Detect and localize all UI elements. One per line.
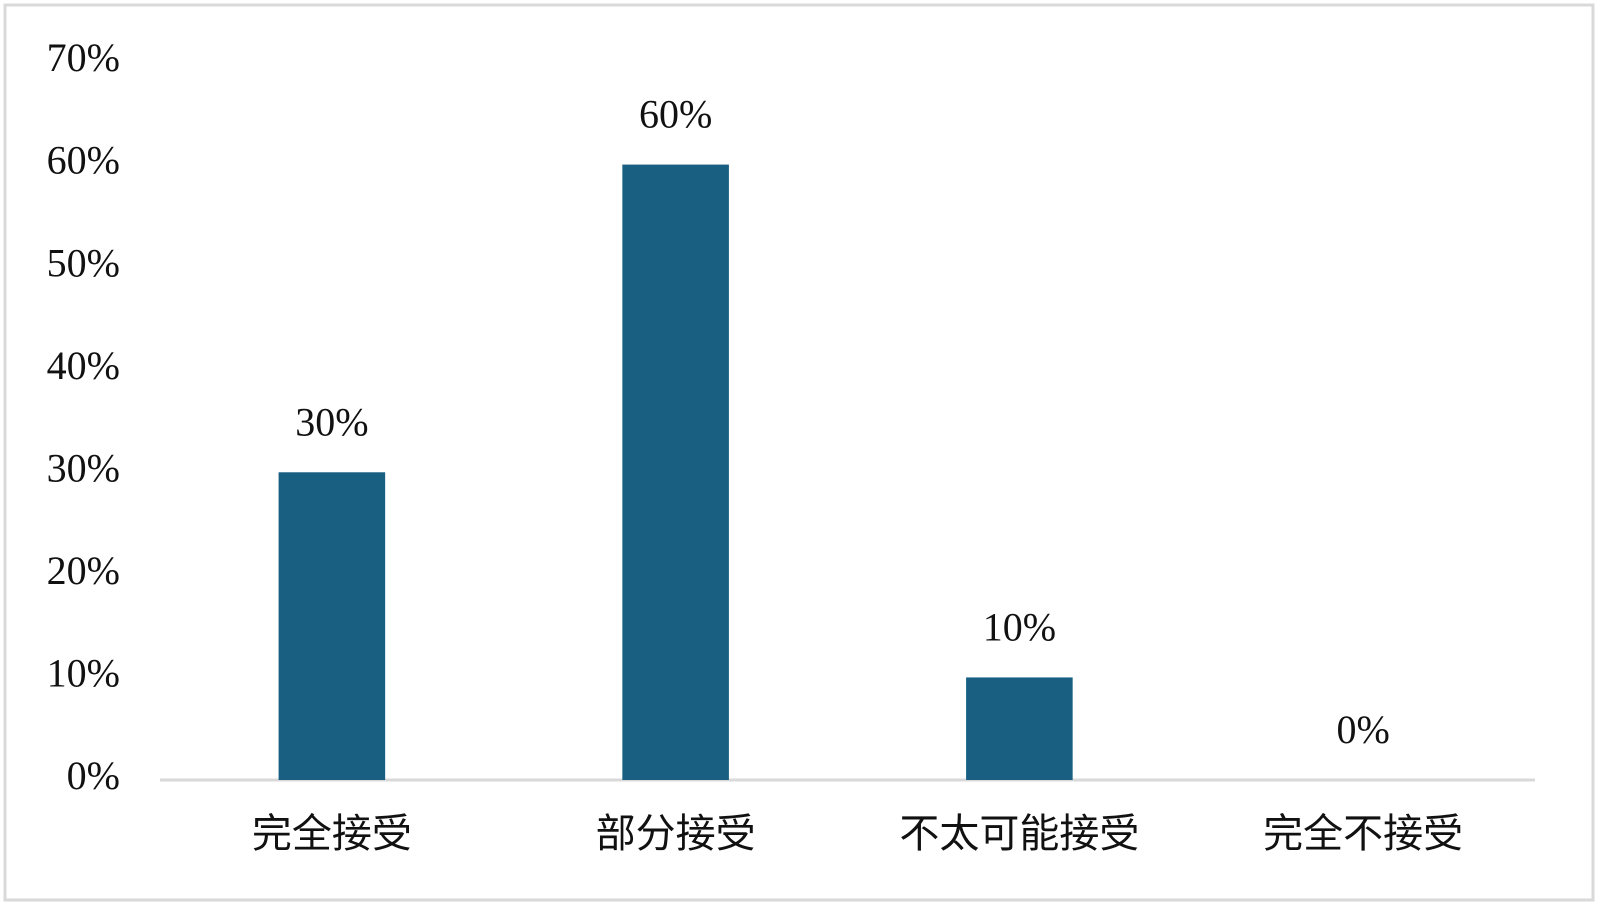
y-tick-label: 70%: [47, 35, 120, 80]
x-tick-label: 完全接受: [252, 811, 412, 856]
data-label: 60%: [639, 92, 712, 137]
y-tick-label: 10%: [47, 651, 120, 696]
y-tick-label: 40%: [47, 343, 120, 388]
chart-frame: [3, 3, 1595, 902]
bar: [622, 164, 729, 781]
y-tick-label: 50%: [47, 240, 120, 285]
bar: [966, 677, 1073, 780]
data-label: 30%: [295, 399, 368, 444]
x-tick-label: 部分接受: [596, 811, 756, 856]
x-tick-label: 不太可能接受: [899, 811, 1139, 856]
x-tick-label: 完全不接受: [1263, 811, 1463, 856]
data-label: 10%: [983, 605, 1056, 650]
y-tick-label: 60%: [47, 138, 120, 183]
y-tick-label: 30%: [47, 445, 120, 490]
y-tick-label: 0%: [67, 753, 120, 798]
y-tick-label: 20%: [47, 548, 120, 593]
data-label: 0%: [1336, 707, 1389, 752]
bar: [278, 472, 386, 780]
